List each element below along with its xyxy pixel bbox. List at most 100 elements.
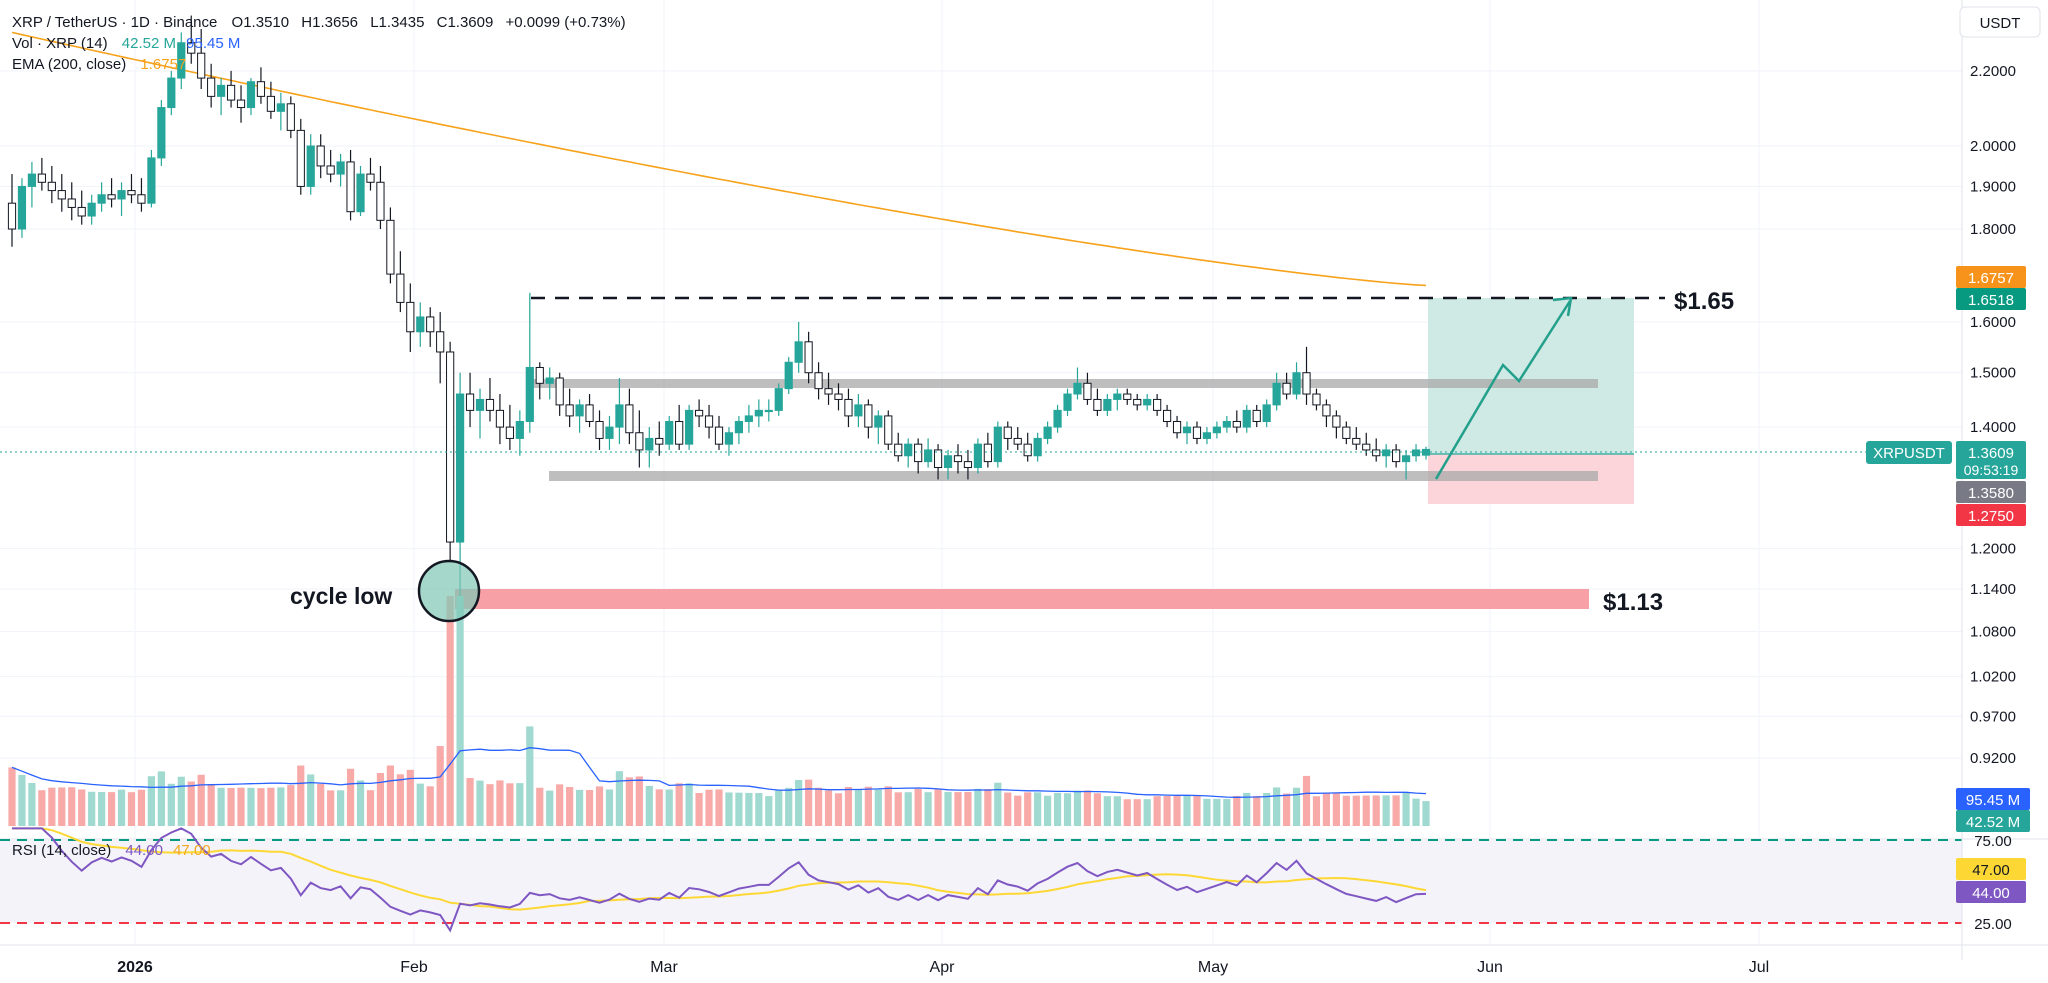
candle — [505, 426, 514, 439]
volume-bar — [1352, 795, 1360, 826]
legend-rsi-value1: 44.00 — [125, 842, 163, 859]
volume-bar — [1233, 795, 1241, 826]
candle — [1272, 382, 1281, 406]
resistance-price-label: $1.65 — [1674, 288, 1734, 315]
volume-bar — [217, 787, 225, 826]
rsi-band-background — [0, 840, 1962, 923]
candle — [396, 273, 405, 303]
candle — [77, 206, 86, 217]
candle — [545, 377, 554, 384]
legend-ema-label: EMA (200, close) — [12, 56, 126, 73]
symbol-badge-text: XRPUSDT — [1873, 445, 1945, 462]
price-tick-0: 2.2000 — [1970, 63, 2016, 80]
candle — [894, 443, 903, 457]
candle — [1073, 382, 1082, 395]
candle — [794, 341, 803, 363]
ema-200-line — [11, 31, 1427, 287]
ema-badge-text: 1.6757 — [1968, 270, 2014, 287]
volume-bar — [1422, 801, 1430, 826]
candle — [704, 415, 714, 428]
projection-arrow — [1434, 300, 1572, 480]
candle — [177, 42, 186, 79]
candle — [1342, 426, 1351, 439]
candle — [87, 202, 96, 217]
volume-bar — [1093, 793, 1101, 826]
volume-bar — [725, 792, 733, 826]
candle — [127, 190, 136, 196]
volume-bar — [346, 768, 355, 826]
candle — [754, 409, 763, 417]
candle — [1133, 398, 1142, 406]
legend-rsi: RSI (14, close) 44.00 47.00 — [12, 842, 211, 859]
rsi-upper-tick: 75.00 — [1974, 833, 2012, 850]
projection-arrowhead — [1552, 296, 1573, 317]
candle — [665, 420, 674, 445]
candle — [296, 129, 305, 187]
price-tick-2: 1.9000 — [1970, 178, 2016, 195]
volume-bar — [795, 780, 803, 826]
rsi-lower-tick: 25.00 — [1974, 916, 2012, 933]
price-tick-12: 0.9200 — [1970, 750, 2016, 767]
volume-bar — [1083, 790, 1092, 826]
candle — [854, 404, 863, 417]
volume-bar — [1163, 796, 1171, 826]
candle — [993, 426, 1002, 463]
volume-bar — [745, 792, 753, 826]
time-tick-4: May — [1198, 959, 1228, 976]
volume-bar — [575, 789, 584, 826]
volume-bar — [277, 787, 285, 826]
volume-bar — [78, 789, 86, 826]
volume-bar — [984, 789, 992, 826]
candle — [197, 52, 206, 79]
volume-bar — [327, 790, 335, 826]
candle — [366, 173, 375, 183]
volume-bar — [207, 784, 215, 826]
rsi-badge — [1956, 881, 2026, 903]
candle — [495, 409, 505, 428]
volume-bar — [1203, 798, 1211, 826]
candle — [57, 190, 66, 200]
currency-button[interactable] — [1959, 6, 2041, 38]
time-tick-0: 2026 — [117, 959, 153, 976]
volume-bar — [1362, 795, 1370, 826]
price-tick-10: 1.0200 — [1970, 669, 2016, 686]
volume-bar — [127, 792, 136, 826]
symbol-badge[interactable] — [1866, 441, 1952, 464]
candle — [1232, 420, 1241, 428]
candle — [694, 409, 704, 417]
volume-bar — [476, 780, 484, 826]
volume-bar — [287, 785, 295, 826]
candle — [67, 198, 76, 208]
volume-bar — [1004, 792, 1012, 826]
volume-bar — [1044, 795, 1052, 826]
candle — [1242, 409, 1251, 428]
candle — [924, 449, 933, 463]
volume-bar — [1123, 799, 1131, 826]
volume-bar — [436, 746, 444, 826]
volume-bar — [386, 765, 394, 826]
candle — [147, 157, 156, 204]
candle — [1411, 449, 1421, 457]
cycle-low-marker[interactable] — [417, 559, 481, 623]
volume-bar — [934, 788, 942, 826]
candle — [784, 361, 793, 390]
candle — [1003, 426, 1012, 439]
volume-bar — [715, 789, 723, 826]
candle — [306, 145, 315, 187]
price-tick-6: 1.4000 — [1970, 419, 2016, 436]
candle — [406, 301, 415, 333]
candle — [714, 426, 724, 445]
volume-bar — [317, 783, 325, 826]
candle — [1222, 420, 1231, 428]
volume-bar — [107, 792, 116, 826]
candle — [675, 420, 684, 445]
volume-bar — [566, 787, 574, 826]
candle — [834, 393, 843, 400]
candle — [963, 461, 973, 469]
candle — [1392, 449, 1401, 463]
volume-bar — [1193, 795, 1201, 826]
volume-bar — [356, 780, 365, 826]
entry-badge-text: 1.3580 — [1968, 485, 2014, 502]
volume-bar — [785, 787, 793, 826]
